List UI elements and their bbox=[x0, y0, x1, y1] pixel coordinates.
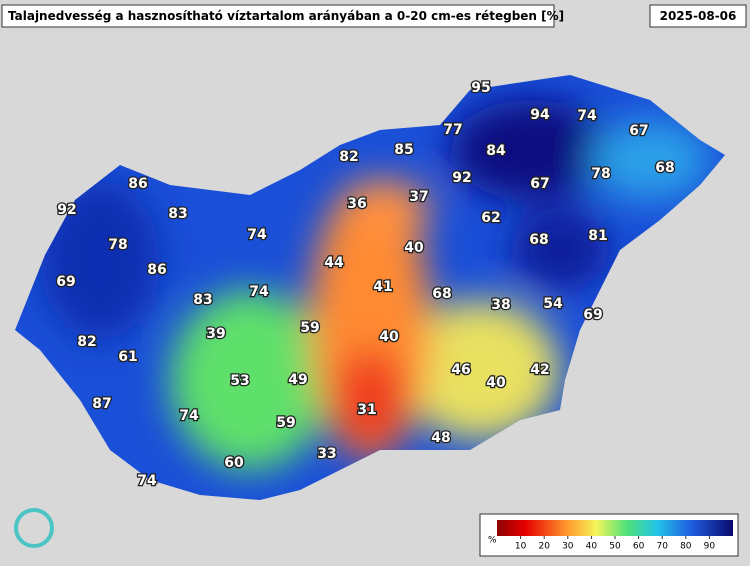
station-value: 54 bbox=[543, 296, 563, 312]
station-value: 53 bbox=[230, 373, 249, 389]
station-value: 94 bbox=[530, 107, 550, 123]
colorbar-tick-label: 10 bbox=[515, 542, 527, 552]
date-box bbox=[649, 4, 747, 28]
colorbar-tick-label: 80 bbox=[680, 542, 692, 552]
station-value: 33 bbox=[317, 446, 336, 462]
station-value: 48 bbox=[431, 430, 450, 446]
colorbar bbox=[497, 520, 733, 536]
colorbar-tick-label: 30 bbox=[562, 542, 574, 552]
station-value: 74 bbox=[179, 408, 199, 424]
station-value: 87 bbox=[92, 396, 111, 412]
station-value: 40 bbox=[379, 329, 399, 345]
station-value: 62 bbox=[481, 210, 500, 226]
colorbar-tick-label: 70 bbox=[656, 542, 668, 552]
station-value: 85 bbox=[394, 142, 413, 158]
colorbar-tick-label: 90 bbox=[704, 542, 716, 552]
station-value: 69 bbox=[583, 307, 602, 323]
station-value: 40 bbox=[404, 240, 424, 256]
station-value: 74 bbox=[577, 108, 597, 124]
station-value: 59 bbox=[276, 415, 295, 431]
station-value: 38 bbox=[491, 297, 510, 313]
station-value: 92 bbox=[57, 202, 76, 218]
station-value: 83 bbox=[168, 206, 187, 222]
station-value: 67 bbox=[629, 123, 648, 139]
station-value: 49 bbox=[288, 372, 307, 388]
station-value: 61 bbox=[118, 349, 137, 365]
station-value: 31 bbox=[357, 402, 376, 418]
station-value: 67 bbox=[530, 176, 549, 192]
station-value: 78 bbox=[591, 166, 610, 182]
station-value: 86 bbox=[128, 176, 147, 192]
station-value: 74 bbox=[249, 284, 269, 300]
station-value: 74 bbox=[137, 473, 157, 489]
station-value: 84 bbox=[486, 143, 506, 159]
station-value: 82 bbox=[339, 149, 358, 165]
station-value: 74 bbox=[247, 227, 267, 243]
station-value: 68 bbox=[432, 286, 451, 302]
station-value: 83 bbox=[193, 292, 212, 308]
legend-unit: % bbox=[488, 536, 497, 546]
date: 2025-08-06 bbox=[660, 9, 737, 23]
colorbar-tick-label: 50 bbox=[609, 542, 621, 552]
station-value: 92 bbox=[452, 170, 471, 186]
colorbar-tick-label: 60 bbox=[633, 542, 645, 552]
station-value: 81 bbox=[588, 228, 607, 244]
station-value: 60 bbox=[224, 455, 244, 471]
station-value: 77 bbox=[443, 122, 462, 138]
station-value: 46 bbox=[451, 362, 470, 378]
colorbar-tick-label: 20 bbox=[538, 542, 550, 552]
station-value: 44 bbox=[324, 255, 344, 271]
station-value: 39 bbox=[206, 326, 225, 342]
station-value: 36 bbox=[347, 196, 366, 212]
station-value: 69 bbox=[56, 274, 75, 290]
colorbar-tick-label: 40 bbox=[586, 542, 598, 552]
station-value: 82 bbox=[77, 334, 96, 350]
station-value: 86 bbox=[147, 262, 166, 278]
station-value: 68 bbox=[529, 232, 548, 248]
title: Talajnedvesség a hasznosítható víztartal… bbox=[8, 9, 564, 23]
station-value: 59 bbox=[300, 320, 319, 336]
station-value: 68 bbox=[655, 160, 674, 176]
logo bbox=[14, 508, 54, 548]
station-value: 37 bbox=[409, 189, 428, 205]
station-value: 41 bbox=[373, 279, 392, 295]
station-value: 95 bbox=[471, 80, 490, 96]
title-box bbox=[1, 4, 555, 28]
station-value: 40 bbox=[486, 375, 506, 391]
station-value: 78 bbox=[108, 237, 127, 253]
station-value: 42 bbox=[530, 362, 549, 378]
